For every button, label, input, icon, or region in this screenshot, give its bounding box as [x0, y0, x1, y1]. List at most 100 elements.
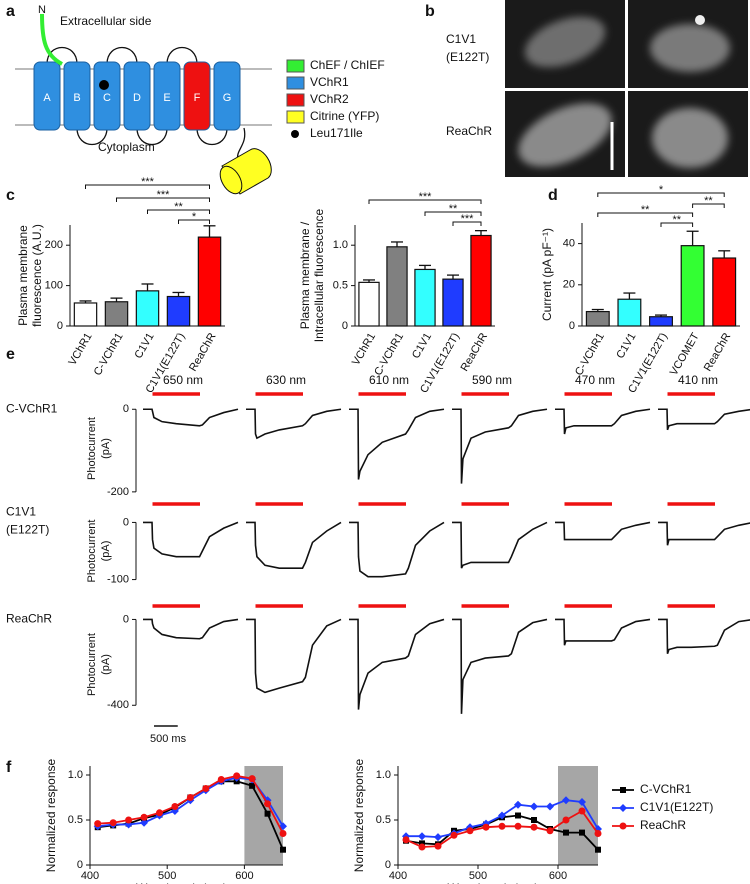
trace — [452, 521, 548, 569]
bar — [649, 316, 673, 327]
marker — [562, 816, 570, 824]
cell — [524, 16, 606, 68]
helix-label: F — [194, 92, 201, 104]
cell — [650, 24, 730, 72]
marker — [546, 827, 554, 835]
marker — [531, 817, 537, 823]
marker — [620, 787, 626, 793]
y-axis-label: Normalized response — [44, 758, 58, 872]
x-tick-label: C-VChR1 — [92, 331, 126, 378]
trace — [452, 408, 548, 484]
trace — [658, 408, 750, 431]
helix-label: E — [163, 92, 170, 104]
x-tick-label: VChR1 — [66, 331, 94, 368]
y-tick-label: 0 — [57, 320, 63, 332]
y-axis-label: Plasma membrane — [16, 225, 30, 326]
significance-bracket — [85, 184, 210, 189]
panel-label: f — [6, 759, 12, 776]
significance-bracket — [368, 199, 482, 204]
bar — [135, 290, 160, 327]
bar — [617, 298, 642, 327]
shade — [558, 766, 598, 865]
y-tick-label: 20 — [563, 279, 575, 291]
marker — [280, 846, 286, 853]
bar — [358, 281, 380, 327]
marker — [482, 823, 490, 831]
helix-label: C — [103, 92, 111, 104]
y-tick-label: 0 — [123, 613, 129, 625]
bar — [585, 310, 610, 327]
significance-label: *** — [157, 189, 171, 201]
marker — [498, 822, 506, 830]
trace — [349, 521, 445, 578]
row-label: ReaChR — [6, 612, 52, 626]
y-axis-label: Current (pA pF⁻¹) — [540, 228, 554, 321]
legend-swatch — [286, 110, 305, 124]
marker — [109, 819, 117, 827]
significance-bracket — [178, 219, 210, 224]
marker — [515, 812, 521, 819]
helix — [183, 61, 211, 131]
trace — [246, 408, 342, 440]
marker — [418, 843, 426, 851]
y-tick-label: 0 — [342, 320, 348, 332]
significance-label: ** — [641, 204, 650, 216]
significance-label: * — [659, 184, 664, 196]
x-tick-label: VChR1 — [350, 331, 378, 368]
marker — [94, 820, 102, 828]
marker — [140, 813, 148, 821]
y-tick-label: 1.0 — [333, 239, 348, 251]
helix-label: A — [43, 92, 51, 104]
helix — [123, 61, 151, 131]
panel-label: c — [6, 187, 15, 204]
marker — [434, 842, 442, 850]
marker — [264, 810, 271, 817]
trace — [246, 618, 342, 694]
wavelength-label: 630 nm — [266, 373, 306, 387]
y-axis-label: Photocurrent — [86, 633, 98, 696]
wavelength-label: 410 nm — [678, 373, 718, 387]
loop — [46, 47, 78, 65]
mutation-dot — [99, 80, 109, 90]
y-tick-label: 0 — [123, 516, 129, 528]
legend-swatch — [286, 59, 305, 73]
y-tick-label: 200 — [45, 239, 63, 251]
citrine-cap — [219, 165, 243, 195]
y-axis-label: (pA) — [100, 541, 112, 562]
marker — [498, 811, 506, 820]
marker — [125, 816, 133, 824]
legend-marker — [291, 130, 299, 138]
y-tick-label: 1.0 — [68, 769, 83, 781]
marker — [233, 772, 241, 780]
legend-label: VChR2 — [310, 92, 349, 106]
significance-label: ** — [174, 201, 183, 213]
marker — [530, 823, 538, 831]
x-tick-label: C1V1 — [132, 331, 156, 361]
y-axis-label: (pA) — [100, 654, 112, 675]
wavelength-label: 590 nm — [472, 373, 512, 387]
significance-label: *** — [141, 176, 155, 188]
x-tick-label: C1V1 — [410, 331, 434, 361]
trace — [658, 521, 750, 546]
row-label: C1V1 — [6, 505, 36, 519]
marker — [171, 803, 179, 810]
trace — [246, 521, 342, 569]
marker — [279, 830, 287, 837]
marker — [563, 829, 569, 836]
helix — [153, 61, 181, 131]
y-axis-label: fluorescence (A.U.) — [30, 224, 44, 327]
bar — [104, 301, 129, 327]
helix-label: G — [223, 92, 232, 104]
marker — [579, 829, 585, 836]
marker — [546, 802, 554, 811]
y-tick-label: 0.5 — [333, 280, 348, 292]
x-axis-label: Wavelength (nm) — [136, 881, 227, 884]
wavelength-label: 610 nm — [369, 373, 409, 387]
cell — [518, 103, 612, 167]
loop — [136, 127, 168, 145]
helix-label: D — [133, 92, 141, 104]
marker — [419, 840, 425, 847]
legend-label: Leu171Ile — [310, 126, 363, 140]
bar — [73, 302, 98, 327]
loop — [106, 47, 138, 65]
